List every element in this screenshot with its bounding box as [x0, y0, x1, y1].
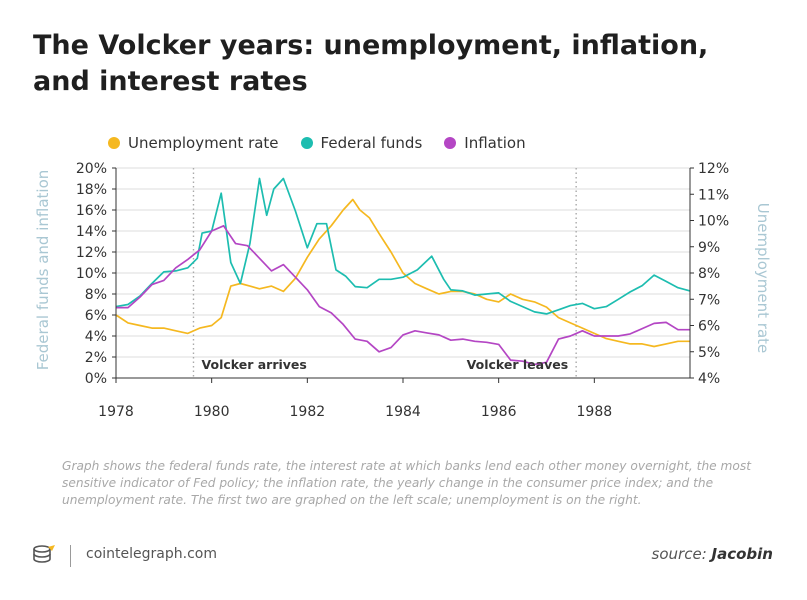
event-lines — [192, 168, 577, 378]
y-left-tick-label: 14% — [76, 224, 107, 240]
y-right-tick-label: 4% — [698, 371, 720, 387]
series-line-unemployment-rate — [115, 198, 690, 348]
y-left-tick-label: 0% — [85, 371, 107, 387]
legend-swatch-fedfunds — [300, 137, 313, 149]
series-line-federal-funds — [115, 177, 691, 315]
y-left-tick-label: 2% — [85, 350, 107, 366]
y-right-tick-label: 11% — [698, 187, 729, 203]
annotation-label: Volcker arrives — [201, 357, 306, 372]
legend-item-fedfunds: Federal funds — [300, 134, 423, 152]
x-tick-label: 1980 — [194, 404, 230, 420]
y-left-tick-label: 8% — [85, 287, 107, 303]
legend-label-unemployment: Unemployment rate — [128, 134, 279, 152]
cointelegraph-logo-icon — [33, 545, 55, 563]
y-axis-left-label: Federal funds and inflation — [34, 170, 52, 371]
y-left-tick-label: 16% — [76, 203, 107, 219]
legend-swatch-inflation — [444, 137, 457, 149]
y-left-tick-label: 12% — [76, 245, 107, 261]
y-right-tick-label: 7% — [698, 292, 720, 308]
x-tick-label: 1986 — [481, 404, 517, 420]
legend: Unemployment rate Federal funds Inflatio… — [108, 133, 548, 153]
tick-labels: 0% 2% 4% 6% 8% 10% 12% 14% 16% 18% 20% 4% 5% 6% 7% 8% 9%… — [76, 161, 729, 420]
chart-plot: 0% 2% 4% 6% 8% 10% 12% 14% 16% 18% 20% 4% 5% 6% 7% 8% 9%… — [34, 161, 772, 420]
y-right-tick-label: 12% — [698, 161, 729, 177]
y-axis-right-label: Unemployment rate — [754, 203, 772, 354]
legend-label-inflation: Inflation — [464, 134, 526, 152]
legend-item-unemployment: Unemployment rate — [108, 134, 279, 152]
y-left-tick-label: 6% — [85, 308, 107, 324]
footer-divider — [70, 545, 71, 567]
y-right-tick-label: 5% — [698, 345, 720, 361]
y-left-tick-label: 4% — [85, 329, 107, 345]
x-tick-label: 1984 — [385, 404, 421, 420]
y-right-tick-label: 10% — [698, 214, 729, 230]
y-right-tick-label: 9% — [698, 240, 720, 256]
legend-item-inflation: Inflation — [444, 134, 526, 152]
y-left-tick-label: 20% — [76, 161, 107, 177]
annotation-label: Volcker leaves — [467, 357, 569, 372]
source-label: source: — [651, 545, 707, 563]
series-line-inflation — [116, 224, 690, 366]
y-left-tick-label: 18% — [76, 182, 107, 198]
grid-lines — [116, 167, 690, 358]
x-tick-label: 1982 — [290, 404, 326, 420]
legend-label-fedfunds: Federal funds — [320, 134, 423, 152]
chart-caption: Graph shows the federal funds rate, the … — [62, 459, 752, 507]
footer-site: cointelegraph.com — [86, 546, 217, 562]
footer-source: source: Jacobin — [652, 545, 773, 563]
legend-swatch-unemployment — [108, 137, 120, 149]
y-right-tick-label: 6% — [698, 319, 720, 335]
x-tick-label: 1978 — [98, 404, 134, 420]
x-tick-label: 1988 — [577, 404, 613, 420]
chart-title: The Volcker years: unemployment, inflati… — [33, 30, 709, 97]
series-lines — [115, 177, 691, 366]
y-left-tick-label: 10% — [76, 266, 107, 282]
source-name: Jacobin — [711, 545, 773, 563]
y-right-tick-label: 8% — [698, 266, 720, 282]
annotations: Volcker arrives Volcker leaves — [201, 357, 568, 372]
